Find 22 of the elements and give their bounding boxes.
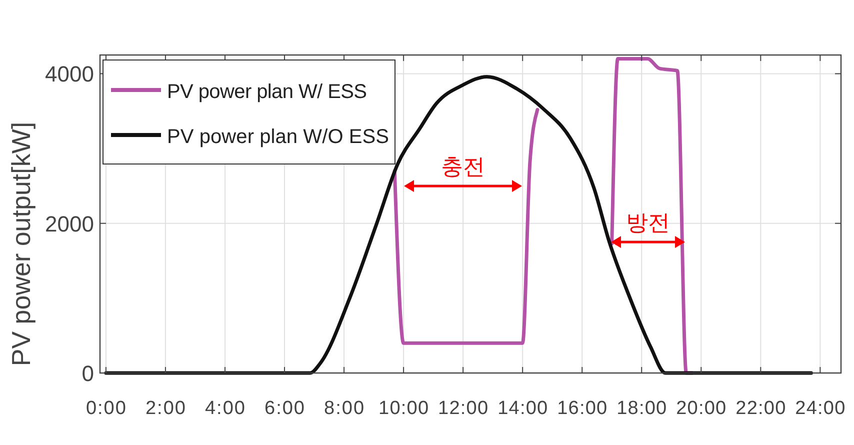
- x-tick-label: 18:00: [616, 398, 667, 419]
- x-tick-label: 20:00: [676, 398, 726, 419]
- y-tick-label: 0: [82, 361, 94, 386]
- legend-label: PV power plan W/ ESS: [167, 81, 367, 103]
- x-tick-label: 14:00: [498, 398, 548, 419]
- y-axis-title: PV power output[kW]: [6, 122, 36, 366]
- y-tick-label: 4000: [45, 62, 94, 87]
- x-tick-label: 22:00: [736, 398, 786, 419]
- x-tick-label: 2:00: [145, 398, 186, 419]
- y-tick-label: 2000: [45, 211, 94, 236]
- x-tick-label: 10:00: [378, 398, 429, 419]
- x-tick-label: 8:00: [324, 398, 364, 419]
- x-tick-label: 4:00: [204, 398, 245, 419]
- annotation: 충전: [441, 155, 485, 180]
- x-tick-label: 0:00: [86, 398, 126, 419]
- x-tick-label: 24:00: [795, 398, 846, 419]
- x-tick-label: 16:00: [557, 398, 608, 419]
- x-tick-label: 12:00: [438, 398, 488, 419]
- annotation: 방전: [626, 211, 670, 236]
- x-tick-label: 6:00: [264, 398, 305, 419]
- line-series: [104, 74, 813, 375]
- legend-label: PV power plan W/O ESS: [167, 126, 389, 148]
